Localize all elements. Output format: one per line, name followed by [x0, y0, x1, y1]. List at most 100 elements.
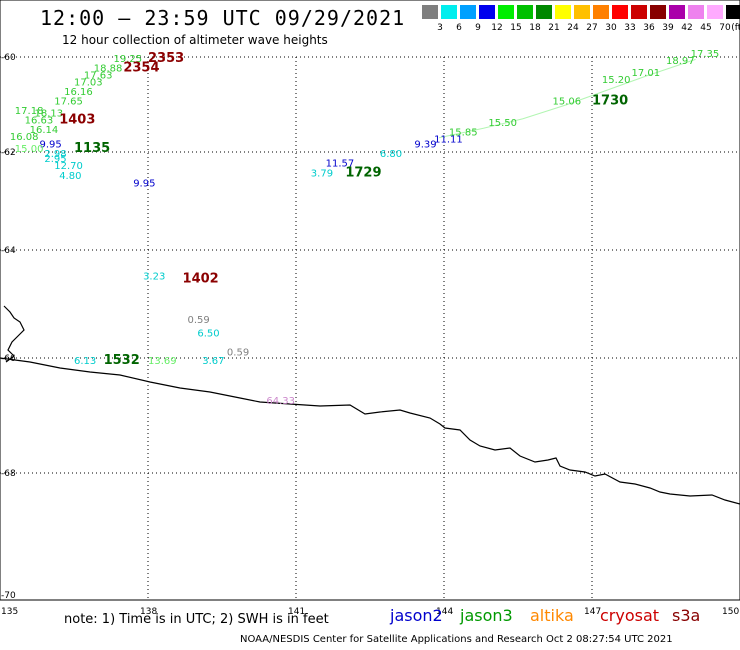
- scale-label: 18: [529, 23, 541, 33]
- scale-swatch: [555, 5, 571, 19]
- wave-height-label: 16.16: [64, 87, 93, 98]
- scale-label: 45: [700, 23, 712, 33]
- wave-height-label: 9.95: [133, 178, 155, 189]
- scale-swatch: [536, 5, 552, 19]
- wave-height-label: 12.70: [54, 161, 83, 172]
- wave-height-label: 15.00: [15, 144, 44, 155]
- wave-height-label: 17.65: [54, 97, 83, 108]
- grid-lines: [0, 56, 740, 600]
- scale-label: 33: [624, 23, 636, 33]
- legend-item-altika: altika: [530, 606, 574, 625]
- wave-height-label: 2.95: [44, 154, 66, 165]
- scale-swatch: [612, 5, 628, 19]
- scale-label: 42: [681, 23, 693, 33]
- pass-time-label: 1532: [104, 353, 140, 368]
- credit-line: NOAA/NESDIS Center for Satellite Applica…: [240, 634, 673, 645]
- wave-height-label: 18.97: [666, 56, 695, 67]
- scale-label: 36: [643, 23, 655, 33]
- scale-swatch: [707, 5, 723, 19]
- scale-swatch: [422, 5, 438, 19]
- scale-label: 39: [662, 23, 674, 33]
- scale-label: 24: [567, 23, 579, 33]
- map-frame: [0, 0, 740, 601]
- wave-height-label: 3.79: [311, 169, 333, 180]
- wave-height-label: 9.95: [39, 139, 61, 150]
- pass-time-label: 1403: [59, 113, 95, 128]
- wave-height-label: 0.59: [227, 347, 249, 358]
- wave-height-label: 11.11: [434, 135, 463, 146]
- wave-height-label: 6.80: [380, 149, 402, 160]
- scale-swatch: [460, 5, 476, 19]
- wave-height-label: 9.39: [414, 139, 436, 150]
- scale-label: 3: [437, 23, 443, 33]
- wave-height-label: 11.57: [326, 159, 355, 170]
- latitude-label: -62: [1, 148, 16, 158]
- wave-height-label: 15.85: [449, 127, 478, 138]
- scale-label: 70: [719, 23, 731, 33]
- longitude-label: 138: [140, 607, 157, 617]
- legend-item-cryosat: cryosat: [600, 606, 660, 625]
- pass-time-label: 2353: [148, 51, 184, 66]
- wave-height-label: 15.06: [553, 97, 582, 108]
- pass-time-label: 1402: [183, 271, 219, 286]
- longitude-label: 150: [722, 607, 739, 617]
- wave-height-label: 17.35: [691, 49, 720, 60]
- scale-swatch: [631, 5, 647, 19]
- legend-item-s3a: s3a: [672, 606, 701, 625]
- scale-swatch: [593, 5, 609, 19]
- note-text: note: 1) Time is in UTC; 2) SWH is in fe…: [64, 612, 329, 627]
- scale-label: 21: [548, 23, 560, 33]
- wave-height-label: 15.50: [488, 118, 517, 129]
- wave-height-label: 15.20: [602, 75, 631, 86]
- pass-time-label: 2354: [123, 60, 159, 75]
- coastline: [0, 357, 740, 505]
- wave-height-label: 2.98: [44, 149, 66, 160]
- wave-height-label: 18.88: [94, 63, 123, 74]
- latitude-label: -70: [1, 591, 16, 601]
- scale-swatch: [498, 5, 514, 19]
- wave-height-label: 17.18: [15, 106, 44, 117]
- wave-height-label: 18.13: [35, 108, 64, 119]
- scale-swatch: [650, 5, 666, 19]
- scale-unit: (ft): [731, 23, 740, 33]
- wave-height-label: 3.23: [143, 272, 165, 283]
- wave-height-label: 0.59: [187, 315, 209, 326]
- scale-label: 27: [586, 23, 598, 33]
- wave-height-label: 64.33: [266, 396, 295, 407]
- longitude-label: 147: [584, 607, 601, 617]
- legend-item-jason2: jason2: [390, 606, 443, 625]
- scale-swatch: [441, 5, 457, 19]
- wave-height-label: 3.67: [202, 356, 224, 367]
- wave-height-label: 16.63: [25, 116, 54, 127]
- scale-swatch: [517, 5, 533, 19]
- legend-item-jason3: jason3: [460, 606, 513, 625]
- satellite-tracks: [438, 58, 696, 139]
- latitude-label: -66: [1, 354, 16, 364]
- scale-swatch: [574, 5, 590, 19]
- wave-height-label: 17.01: [631, 68, 660, 79]
- page-subtitle: 12 hour collection of altimeter wave hei…: [62, 33, 328, 47]
- pass-time-label: 1729: [345, 166, 381, 181]
- wave-height-label: 6.13: [74, 356, 96, 367]
- latitude-label: -64: [1, 246, 16, 256]
- wave-height-label: 4.80: [59, 171, 81, 182]
- scale-label: 12: [491, 23, 503, 33]
- wave-height-label: 6.50: [197, 328, 219, 339]
- track-line: [438, 58, 696, 139]
- latitude-label: -68: [1, 469, 16, 479]
- scale-swatch: [726, 5, 740, 19]
- wave-height-label: 19.25: [113, 54, 142, 65]
- pass-time-label: 1730: [592, 94, 628, 109]
- coastline-west: [3, 305, 25, 363]
- wave-height-label: 17.63: [84, 70, 113, 81]
- scale-swatch: [479, 5, 495, 19]
- longitude-labels: 135 138 141 144 147 150: [1, 607, 739, 617]
- pass-time-label: 1135: [74, 141, 110, 156]
- scale-label: 15: [510, 23, 522, 33]
- scale-swatch: [688, 5, 704, 19]
- latitude-label: -60: [1, 53, 16, 63]
- wave-height-label: 13.69: [148, 356, 177, 367]
